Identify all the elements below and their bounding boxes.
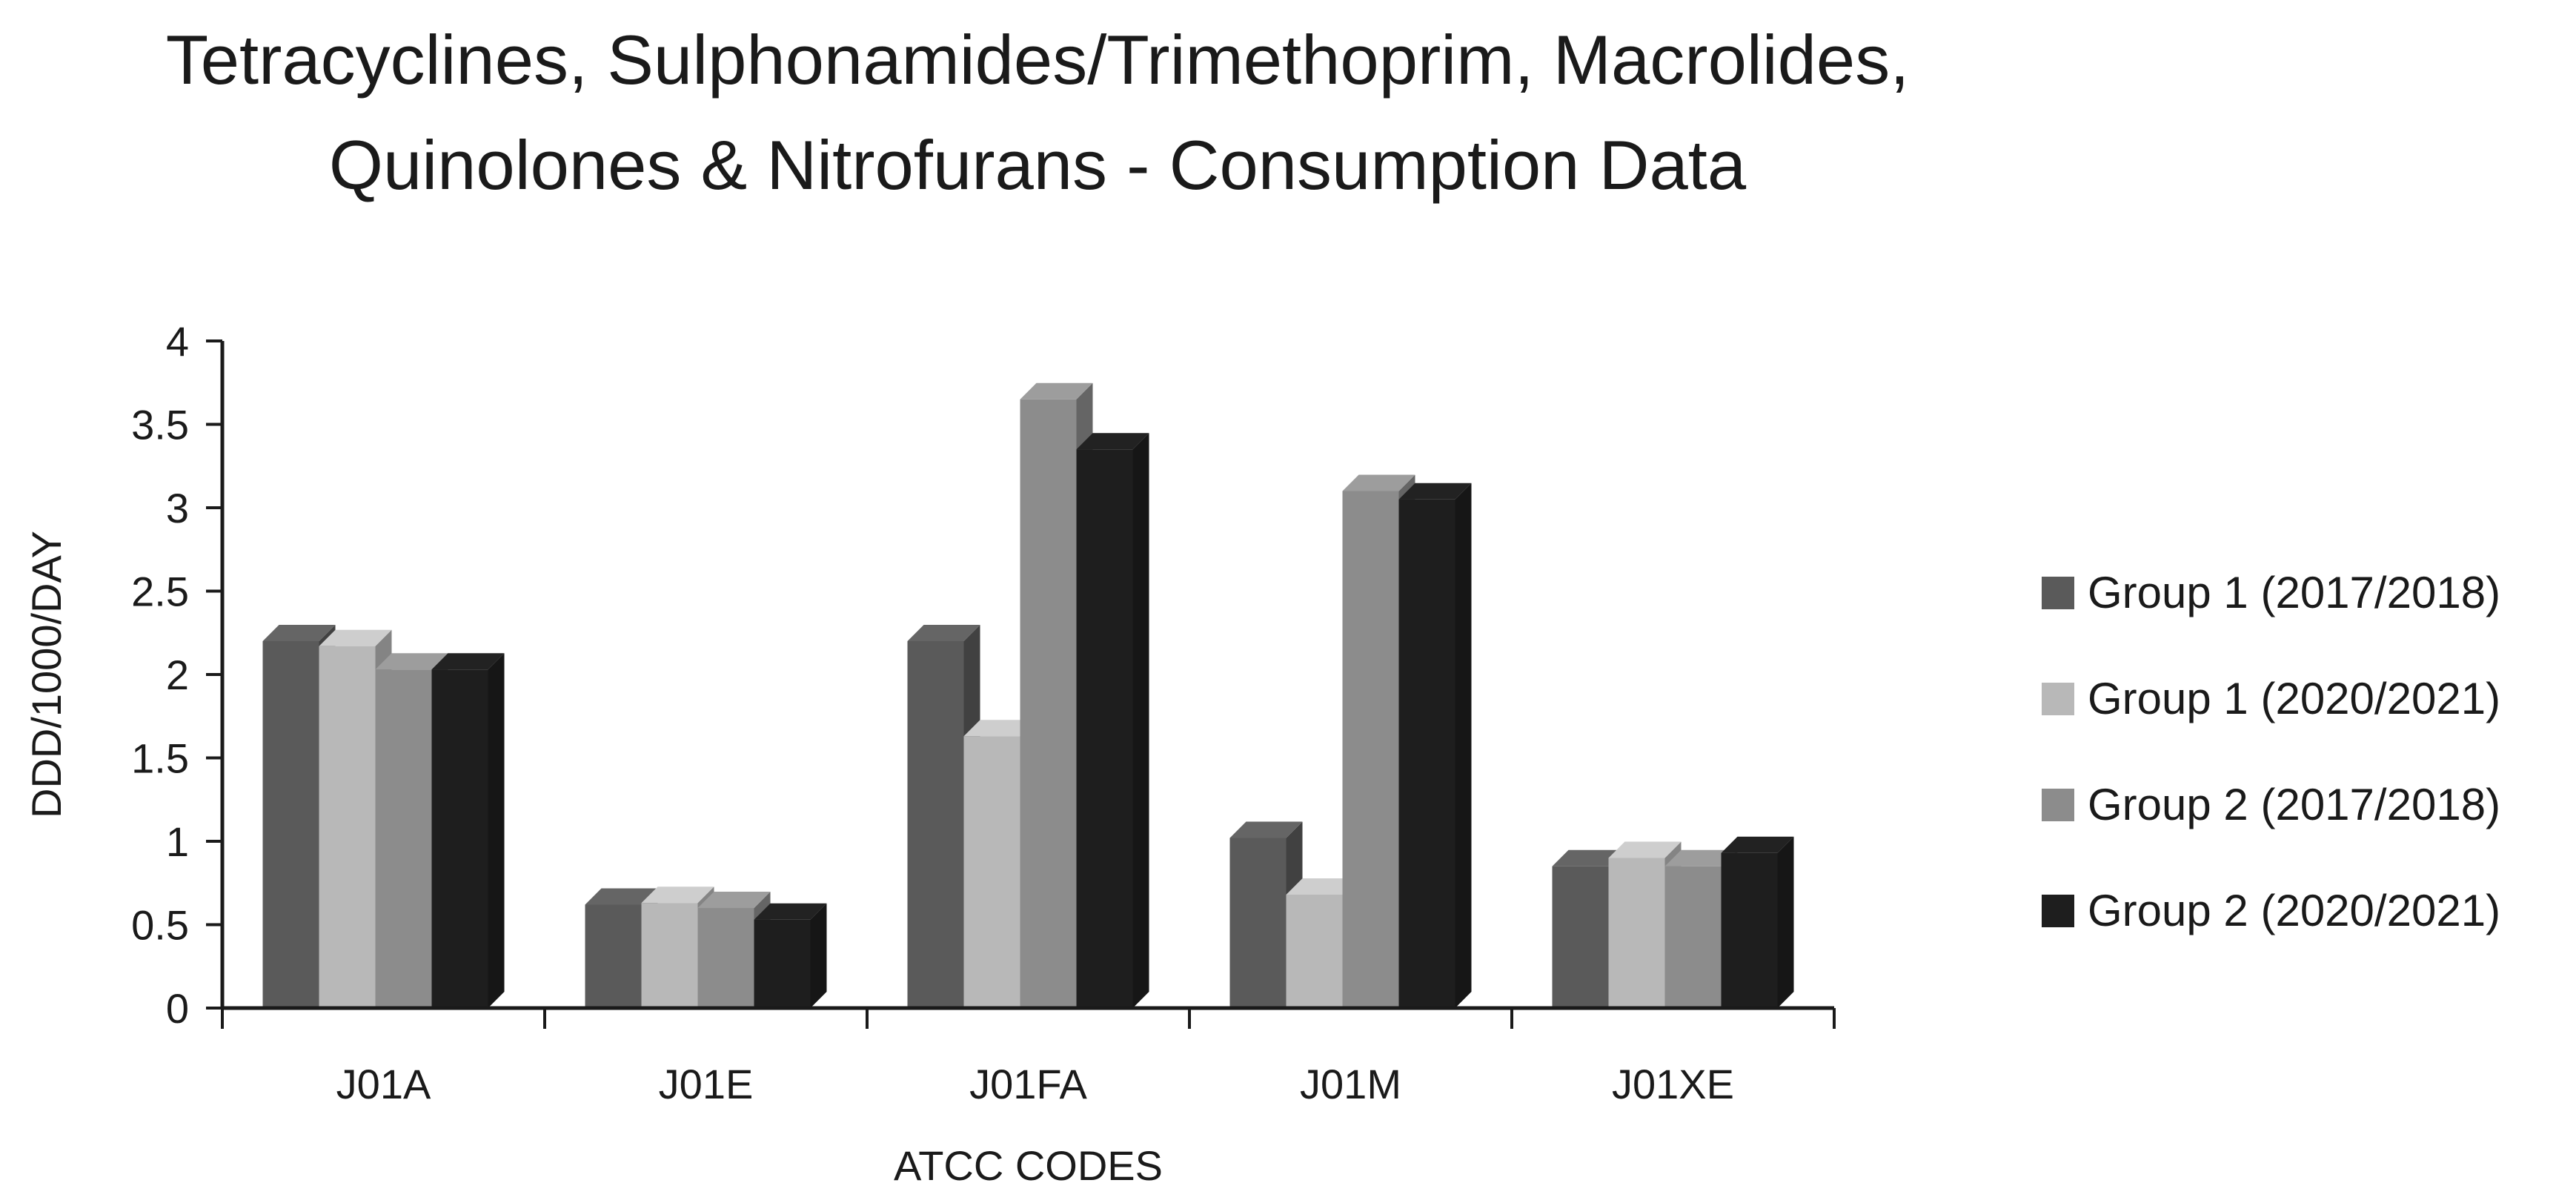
bar-front-face [431, 669, 488, 1008]
bar-front-face [262, 641, 319, 1008]
bar-front-face [907, 641, 964, 1008]
y-tick-label: 0 [166, 985, 189, 1032]
y-tick-label: 1 [166, 818, 189, 865]
y-tick-label: 3 [166, 485, 189, 531]
bar-front-face [1552, 866, 1609, 1008]
x-tick-label: J01FA [969, 1061, 1087, 1107]
bar-top-face [1020, 382, 1093, 400]
bar [1721, 836, 1794, 1008]
legend-item: Group 1 (2017/2018) [2042, 568, 2500, 617]
legend-label: Group 2 (2020/2021) [2088, 886, 2500, 935]
y-tick-label: 4 [166, 318, 189, 365]
bar-front-face [319, 646, 376, 1008]
bar-front-face [1342, 491, 1399, 1008]
bar-top-face [262, 625, 336, 641]
bar-front-face [1721, 852, 1778, 1008]
bar [1398, 483, 1472, 1008]
chart-title-line-2: Quinolones & Nitrofurans - Consumption D… [328, 126, 1747, 204]
x-axis-title: ATCC CODES [894, 1142, 1163, 1189]
bar [431, 653, 505, 1008]
bar-top-face [1398, 483, 1472, 500]
legend-swatch [2042, 577, 2074, 609]
bar-top-face [1342, 474, 1415, 491]
bar-top-face [1552, 849, 1625, 866]
bar [754, 903, 827, 1008]
legend-swatch [2042, 789, 2074, 821]
bar-front-face [1229, 838, 1287, 1008]
bar-top-face [754, 903, 827, 920]
y-tick-label: 0.5 [131, 902, 189, 949]
bar-front-face [1608, 858, 1665, 1008]
bar-top-face [963, 720, 1037, 737]
bar-front-face [1020, 399, 1077, 1008]
chart-title-line-1: Tetracyclines, Sulphonamides/Trimethopri… [165, 21, 1910, 99]
bar-front-face [1398, 499, 1455, 1008]
bar-front-face [1286, 895, 1343, 1008]
bar-top-face [1721, 836, 1794, 853]
bar-front-face [963, 736, 1020, 1008]
legend-item: Group 2 (2020/2021) [2042, 886, 2500, 935]
chart-title: Tetracyclines, Sulphonamides/Trimethopri… [0, 7, 2075, 218]
bar-front-face [375, 669, 432, 1008]
bar-top-face [1286, 878, 1359, 895]
bar-side-face [1777, 836, 1794, 1008]
bar-top-face [375, 653, 448, 670]
bar-front-face [1076, 449, 1133, 1008]
x-tick-label: J01E [659, 1061, 754, 1107]
y-tick-label: 2 [166, 652, 189, 698]
bar-front-face [585, 904, 642, 1008]
bar-front-face [754, 919, 811, 1008]
y-axis-title: DDD/1000/DAY [23, 531, 70, 818]
bar-top-face [907, 625, 980, 641]
bar-side-face [810, 903, 827, 1008]
legend-swatch [2042, 895, 2074, 927]
x-tick-label: J01XE [1612, 1061, 1734, 1107]
bar-top-face [697, 892, 771, 908]
bar-front-face [697, 908, 754, 1008]
bar-top-face [1229, 821, 1303, 838]
legend-swatch [2042, 683, 2074, 715]
bar [1076, 433, 1149, 1008]
y-tick-label: 1.5 [131, 735, 189, 782]
bar-top-face [585, 888, 658, 905]
bar-top-face [319, 629, 392, 646]
legend-label: Group 1 (2017/2018) [2088, 568, 2500, 617]
bar-front-face [1664, 866, 1722, 1008]
bar-top-face [1076, 433, 1149, 450]
y-tick-label: 2.5 [131, 569, 189, 615]
bar-front-face [641, 903, 698, 1008]
bar-top-face [1608, 841, 1682, 858]
bar-side-face [1455, 483, 1472, 1008]
x-tick-label: J01A [336, 1061, 431, 1107]
bar-side-face [1132, 433, 1149, 1008]
y-tick-label: 3.5 [131, 402, 189, 448]
bar-side-face [488, 653, 505, 1008]
bar-top-face [431, 653, 505, 670]
legend-label: Group 2 (2017/2018) [2088, 780, 2500, 829]
bar-top-face [1664, 849, 1738, 866]
legend-item: Group 2 (2017/2018) [2042, 780, 2500, 829]
legend-label: Group 1 (2020/2021) [2088, 674, 2500, 723]
x-tick-label: J01M [1300, 1061, 1401, 1107]
bar-top-face [641, 886, 714, 904]
legend-item: Group 1 (2020/2021) [2042, 674, 2500, 723]
